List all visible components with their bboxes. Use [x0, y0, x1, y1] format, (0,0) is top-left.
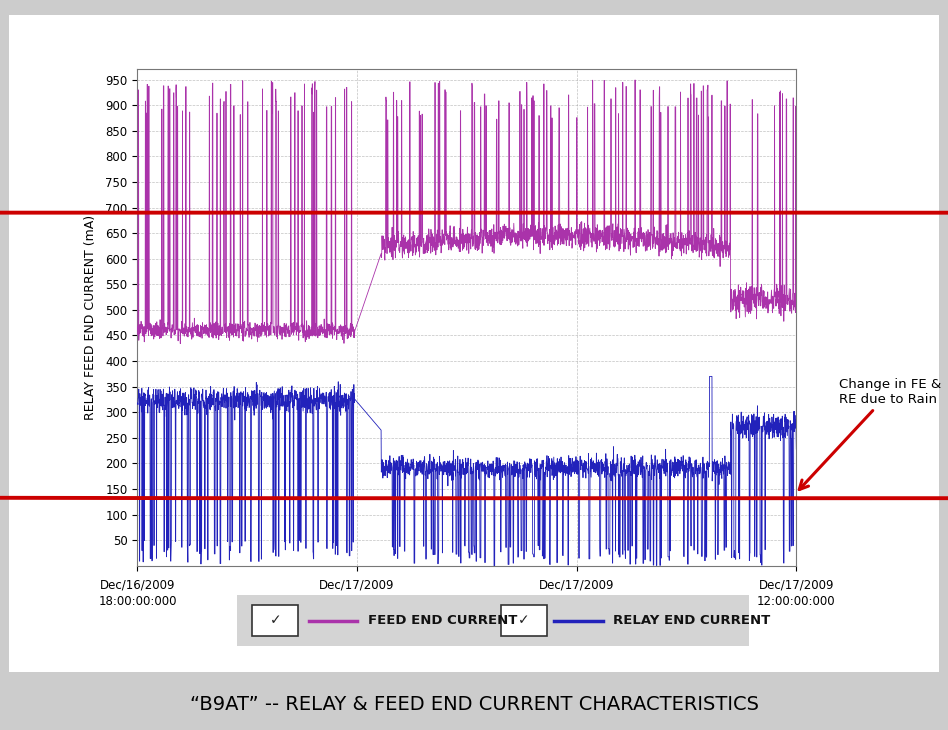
Text: Change in FE &
RE due to Rain: Change in FE & RE due to Rain: [799, 377, 941, 490]
FancyBboxPatch shape: [0, 1, 948, 685]
Text: ✓: ✓: [269, 613, 282, 628]
Text: “B9AT” -- RELAY & FEED END CURRENT CHARACTERISTICS: “B9AT” -- RELAY & FEED END CURRENT CHARA…: [190, 695, 758, 714]
Text: RELAY END CURRENT: RELAY END CURRENT: [613, 614, 771, 627]
FancyBboxPatch shape: [211, 593, 775, 648]
Y-axis label: RELAY FEED END CURRENT (mA): RELAY FEED END CURRENT (mA): [84, 215, 97, 420]
Text: ✓: ✓: [518, 613, 530, 628]
FancyBboxPatch shape: [501, 605, 547, 636]
FancyBboxPatch shape: [252, 605, 299, 636]
Text: FEED END CURRENT: FEED END CURRENT: [368, 614, 517, 627]
